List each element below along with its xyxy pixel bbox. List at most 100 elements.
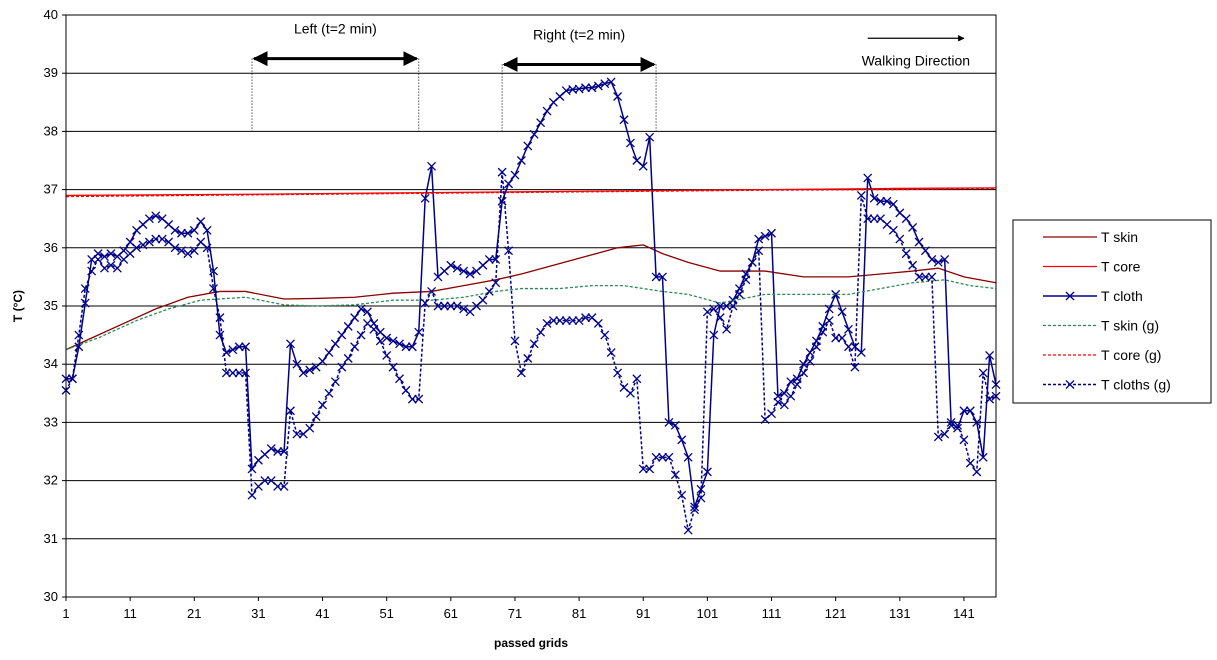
y-tick-label: 31 <box>44 531 58 546</box>
data-point-marker <box>312 413 320 421</box>
y-tick-label: 32 <box>44 473 58 488</box>
data-point-marker <box>614 369 622 377</box>
data-point-marker <box>909 223 917 231</box>
x-tick-label: 91 <box>636 606 650 621</box>
data-point-marker <box>902 215 910 223</box>
legend-label: T core <box>1101 259 1141 275</box>
data-point-marker <box>331 378 339 386</box>
data-point-marker <box>357 331 365 339</box>
y-tick-label: 38 <box>44 123 58 138</box>
series-line <box>66 172 996 530</box>
x-tick-label: 121 <box>825 606 847 621</box>
data-point-marker <box>331 340 339 348</box>
legend-label: T skin <box>1101 229 1138 245</box>
x-axis-label: passed grids <box>494 636 568 650</box>
data-point-marker <box>537 328 545 336</box>
data-point-marker <box>306 424 314 432</box>
data-point-marker <box>800 369 808 377</box>
x-tick-label: 101 <box>697 606 719 621</box>
data-point-marker <box>684 526 692 534</box>
y-tick-label: 37 <box>44 182 58 197</box>
data-point-marker <box>626 389 634 397</box>
data-point-marker <box>505 180 513 188</box>
y-tick-label: 30 <box>44 589 58 604</box>
annotations: Left (t=2 min) Right (t=2 min) Walking D… <box>252 21 970 132</box>
x-tick-label: 41 <box>315 606 329 621</box>
data-point-marker <box>857 191 865 199</box>
data-point-marker <box>344 322 352 330</box>
series-line <box>66 188 996 196</box>
data-point-marker <box>511 171 519 179</box>
y-axis-label: T (°C) <box>11 290 25 322</box>
data-point-marker <box>896 235 904 243</box>
data-point-marker <box>344 354 352 362</box>
data-point-marker <box>524 142 532 150</box>
data-point-marker <box>197 218 205 226</box>
annotation-walking-direction-label: Walking Direction <box>862 52 970 68</box>
x-tick-label: 61 <box>444 606 458 621</box>
x-tick-labels: 1 11 21 31 41 51 61 71 81 91 101 111 121 131 141 <box>62 597 974 621</box>
data-point-marker <box>594 319 602 327</box>
data-point-marker <box>915 238 923 246</box>
data-point-marker <box>396 375 404 383</box>
data-point-marker <box>402 386 410 394</box>
data-point-marker <box>844 343 852 351</box>
y-tick-label: 34 <box>44 356 58 371</box>
series-t-core <box>66 188 996 196</box>
annotation-right-label: Right (t=2 min) <box>533 26 625 42</box>
data-point-marker <box>678 436 686 444</box>
data-point-marker <box>838 334 846 342</box>
data-point-marker <box>678 491 686 499</box>
x-tick-label: 81 <box>572 606 586 621</box>
x-tick-label: 131 <box>889 606 911 621</box>
data-point-marker <box>607 349 615 357</box>
legend-label: T cloths (g) <box>1101 377 1171 393</box>
legend-label: T core (g) <box>1101 347 1161 363</box>
data-point-marker <box>838 308 846 316</box>
data-point-marker <box>325 349 333 357</box>
x-tick-label: 141 <box>953 606 975 621</box>
data-point-marker <box>966 459 974 467</box>
y-tick-label: 36 <box>44 240 58 255</box>
y-tick-label: 33 <box>44 414 58 429</box>
data-point-marker <box>88 267 96 275</box>
data-point-marker <box>517 157 525 165</box>
data-point-marker <box>338 331 346 339</box>
data-point-marker <box>825 317 833 325</box>
y-tick-label: 39 <box>44 65 58 80</box>
data-point-marker <box>325 389 333 397</box>
data-point-marker <box>351 343 359 351</box>
data-point-marker <box>928 273 936 281</box>
x-tick-label: 11 <box>123 606 137 621</box>
data-point-marker <box>909 261 917 269</box>
legend-label: T skin (g) <box>1101 318 1159 334</box>
data-point-marker <box>383 351 391 359</box>
data-point-marker <box>351 314 359 322</box>
x-tick-label: 111 <box>762 606 782 621</box>
data-point-marker <box>768 410 776 418</box>
data-point-marker <box>889 226 897 234</box>
x-tick-label: 1 <box>62 606 69 621</box>
data-point-marker <box>844 325 852 333</box>
data-point-marker <box>530 340 538 348</box>
x-tick-label: 21 <box>187 606 201 621</box>
data-point-marker <box>524 354 532 362</box>
x-tick-label: 51 <box>379 606 393 621</box>
data-point-marker <box>479 296 487 304</box>
data-point-marker <box>671 471 679 479</box>
y-tick-label: 40 <box>44 7 58 22</box>
y-tick-labels: 30 31 32 33 34 35 36 37 38 39 40 <box>44 7 66 604</box>
data-point-marker <box>537 119 545 127</box>
y-tick-label: 35 <box>44 298 58 313</box>
annotation-left-label: Left (t=2 min) <box>294 21 377 37</box>
data-point-marker <box>973 468 981 476</box>
x-tick-label: 31 <box>251 606 265 621</box>
data-point-marker <box>979 369 987 377</box>
x-tick-label: 71 <box>508 606 522 621</box>
data-point-marker <box>601 331 609 339</box>
legend: T skinT coreT clothT skin (g)T core (g)T… <box>1013 220 1211 403</box>
data-point-marker <box>960 436 968 444</box>
data-point-marker <box>498 168 506 176</box>
data-point-marker <box>543 107 551 115</box>
